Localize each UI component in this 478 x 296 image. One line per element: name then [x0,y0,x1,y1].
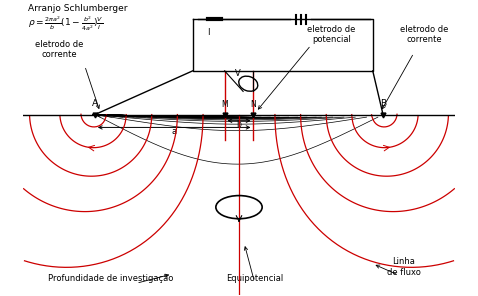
Text: A: A [92,99,98,108]
Text: Equipotencial: Equipotencial [226,274,283,283]
Text: Arranjo Schlumberger: Arranjo Schlumberger [28,4,128,13]
Text: N: N [250,100,256,110]
Text: a: a [172,127,177,136]
Text: $\rho = \frac{2\pi a^2}{b}(1 - \frac{b^2}{4a^2})\frac{V}{I}$: $\rho = \frac{2\pi a^2}{b}(1 - \frac{b^2… [28,14,104,33]
Text: eletrodo de
potencial: eletrodo de potencial [307,25,356,44]
Text: eletrodo de
corrente: eletrodo de corrente [35,40,83,59]
Text: Profundidade de investigação: Profundidade de investigação [48,274,173,283]
Text: M: M [221,100,228,110]
Text: Linha
de fluxo: Linha de fluxo [387,257,421,276]
Text: V: V [235,69,241,78]
Text: B: B [380,99,386,108]
Text: b: b [237,120,241,129]
Text: I: I [207,28,209,37]
Text: eletrodo de
corrente: eletrodo de corrente [400,25,448,44]
